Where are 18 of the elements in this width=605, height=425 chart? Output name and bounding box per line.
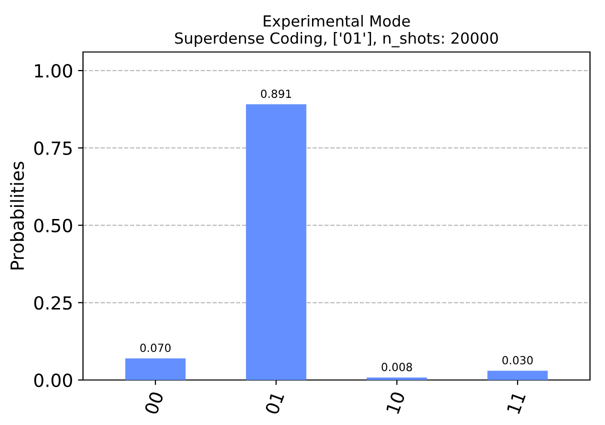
x-tick-label: 01 — [264, 391, 284, 415]
x-tick-label: 11 — [506, 391, 526, 414]
y-tick-label: 1.00 — [35, 64, 72, 78]
y-tick-label: 0.25 — [34, 296, 72, 310]
y-tick-label: 0.75 — [34, 141, 72, 156]
y-tick-label: 0.00 — [34, 373, 72, 388]
data-label: 0.891 — [260, 90, 292, 98]
bar — [125, 358, 186, 380]
data-label: 0.070 — [140, 344, 171, 352]
y-axis-title: Probabilities — [10, 162, 24, 270]
bar — [246, 104, 306, 380]
bar — [487, 370, 548, 380]
data-label: 0.008 — [382, 362, 412, 372]
data-label: 0.030 — [502, 356, 533, 364]
x-tick-label: 10 — [386, 390, 406, 414]
y-tick-label: 0.50 — [34, 218, 72, 232]
chart-title: Experimental Mode Superdense Coding, ['01'], n_shots: 20000 — [175, 14, 498, 48]
x-tick-label: 00 — [144, 390, 164, 415]
